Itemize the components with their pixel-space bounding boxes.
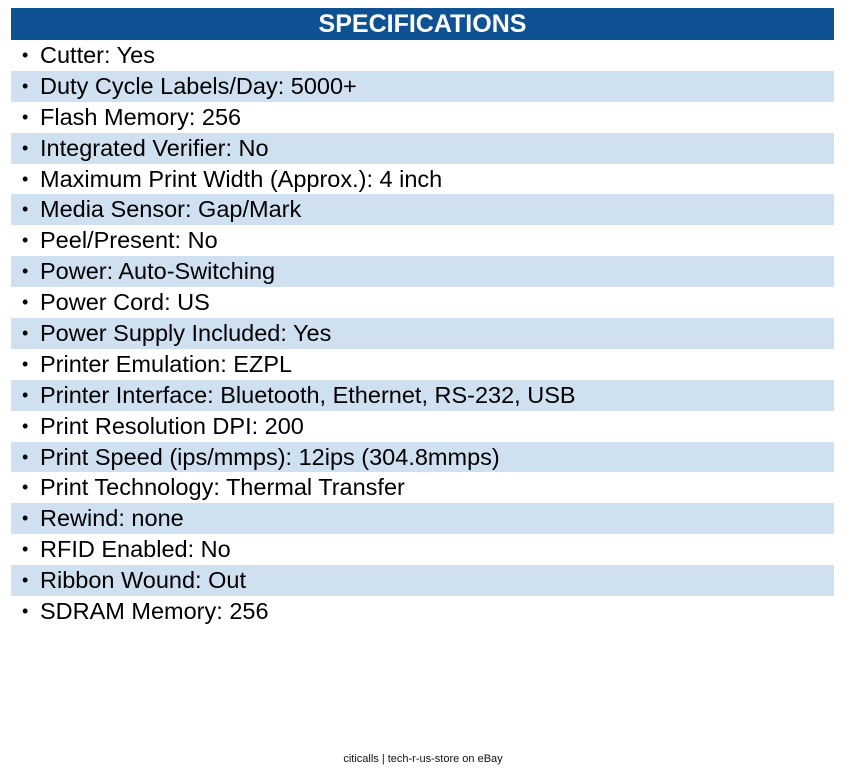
spec-row-duty-cycle: • Duty Cycle Labels/Day: 5000+ (11, 70, 834, 102)
spec-text: Media Sensor: Gap/Mark (40, 196, 302, 223)
spec-row-print-technology: • Print Technology: Thermal Transfer (11, 472, 834, 503)
spec-row-printer-emulation: • Printer Emulation: EZPL (11, 349, 834, 380)
spec-row-power-supply: • Power Supply Included: Yes (11, 318, 834, 349)
spec-text: Power: Auto-Switching (40, 258, 276, 285)
bullet-icon: • (22, 230, 29, 251)
bullet-icon: • (22, 323, 29, 344)
bullet-icon: • (22, 508, 29, 529)
spec-text: Printer Emulation: EZPL (40, 350, 293, 377)
footer-credit: citicalls | tech-r-us-store on eBay (343, 753, 503, 765)
spec-text: Print Technology: Thermal Transfer (40, 474, 405, 501)
spec-row-rewind: • Rewind: none (11, 503, 834, 535)
specifications-panel: SPECIFICATIONS • Cutter: Yes • Duty Cycle … (11, 8, 834, 627)
bullet-icon: • (22, 75, 29, 96)
spec-row-media-sensor: • Media Sensor: Gap/Mark (11, 194, 834, 226)
bullet-icon: • (22, 570, 29, 591)
spec-text: Cutter: Yes (40, 42, 155, 68)
spec-row-sdram-memory: • SDRAM Memory: 256 (11, 596, 834, 627)
bullet-icon: • (22, 137, 29, 158)
spec-text: SDRAM Memory: 256 (40, 598, 269, 625)
spec-row-flash-memory: • Flash Memory: 256 (11, 102, 834, 133)
bullet-icon: • (22, 415, 29, 436)
specifications-header: SPECIFICATIONS (11, 8, 834, 40)
spec-text: Peel/Present: No (40, 227, 218, 254)
bullet-icon: • (22, 168, 29, 189)
spec-text: Duty Cycle Labels/Day: 5000+ (40, 72, 357, 99)
spec-row-print-resolution: • Print Resolution DPI: 200 (11, 411, 834, 442)
spec-row-ribbon-wound: • Ribbon Wound: Out (11, 565, 834, 597)
bullet-icon: • (22, 45, 29, 65)
bullet-icon: • (22, 106, 29, 127)
spec-row-power: • Power: Auto-Switching (11, 256, 834, 288)
spec-row-printer-interface: • Printer Interface: Bluetooth, Ethernet,… (11, 379, 834, 411)
spec-row-print-speed: • Print Speed (ips/mmps): 12ips (304.8mmp… (11, 441, 834, 473)
spec-text: Power Supply Included: Yes (40, 320, 332, 347)
spec-text: RFID Enabled: No (40, 536, 231, 563)
spec-row-rfid-enabled: • RFID Enabled: No (11, 534, 834, 565)
spec-text: Print Resolution DPI: 200 (40, 412, 304, 439)
bullet-icon: • (22, 292, 29, 313)
bullet-icon: • (22, 384, 29, 405)
spec-row-cutter: • Cutter: Yes (11, 40, 834, 71)
bullet-icon: • (22, 199, 29, 220)
spec-list: • Cutter: Yes • Duty Cycle Labels/Day: 500… (11, 40, 834, 627)
bullet-icon: • (22, 539, 29, 560)
spec-row-peel-present: • Peel/Present: No (11, 225, 834, 256)
spec-text: Maximum Print Width (Approx.): 4 inch (40, 165, 443, 192)
bullet-icon: • (22, 261, 29, 282)
spec-text: Print Speed (ips/mmps): 12ips (304.8mmps… (40, 443, 500, 470)
spec-text: Printer Interface: Bluetooth, Ethernet, … (40, 381, 576, 408)
spec-text: Rewind: none (40, 505, 184, 532)
spec-text: Flash Memory: 256 (40, 103, 242, 130)
spec-text: Integrated Verifier: No (40, 134, 269, 161)
bullet-icon: • (22, 446, 29, 467)
bullet-icon: • (22, 601, 29, 622)
spec-row-max-print-width: • Maximum Print Width (Approx.): 4 inch (11, 164, 834, 195)
spec-row-power-cord: • Power Cord: US (11, 287, 834, 318)
spec-row-integrated-verifier: • Integrated Verifier: No (11, 132, 834, 164)
spec-text: Ribbon Wound: Out (40, 567, 246, 594)
spec-text: Power Cord: US (40, 289, 210, 316)
bullet-icon: • (22, 477, 29, 498)
bullet-icon: • (22, 353, 29, 374)
